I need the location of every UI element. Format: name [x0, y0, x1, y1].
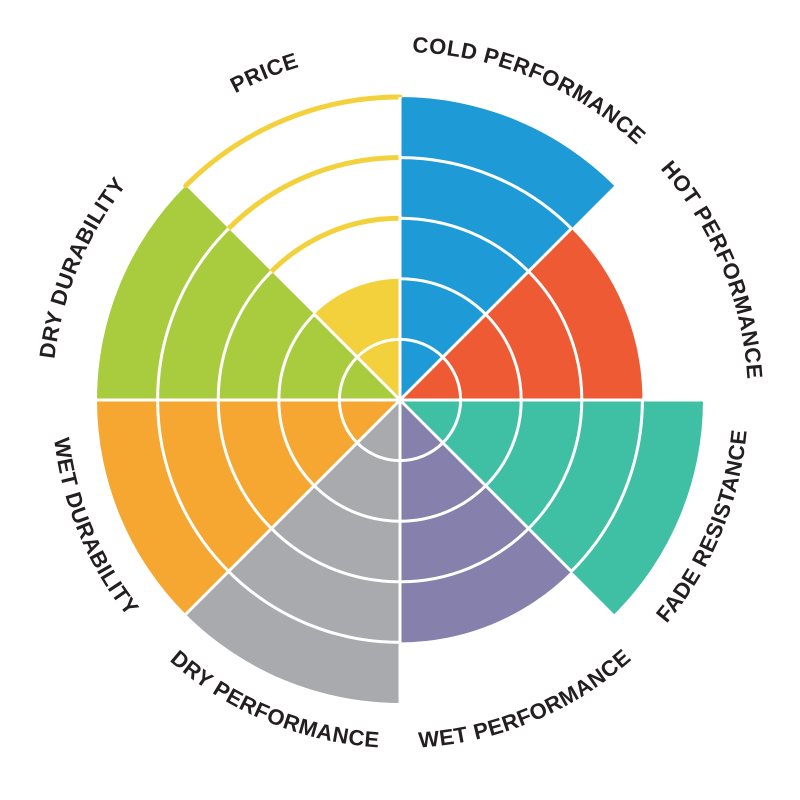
svg-text:WET PERFORMANCE: WET PERFORMANCE — [417, 644, 635, 753]
svg-text:PRICE: PRICE — [226, 48, 301, 98]
svg-text:HOT PERFORMANCE: HOT PERFORMANCE — [656, 156, 767, 380]
